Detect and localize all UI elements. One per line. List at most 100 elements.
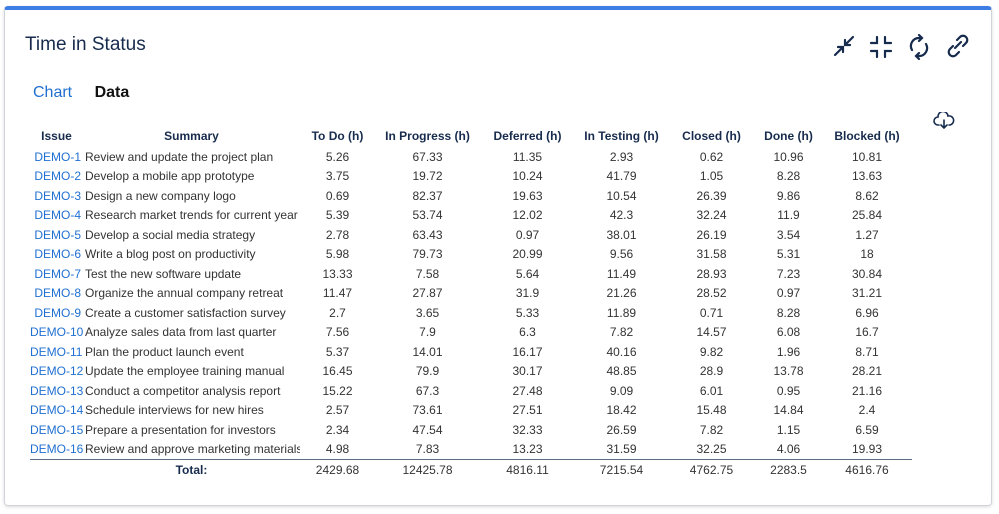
summary-cell: Conduct a competitor analysis report [85,383,281,398]
value-cell: 32.33 [512,422,543,437]
issue-link[interactable]: DEMO-16 [30,442,83,457]
value-cell: 8.28 [776,305,801,320]
value-cell: 79.9 [415,364,440,379]
issue-link[interactable]: DEMO-15 [30,422,83,437]
issue-link[interactable]: DEMO-11 [30,344,83,359]
value-cell: 4.06 [776,442,801,457]
issue-link[interactable]: DEMO-5 [34,227,81,242]
column-header: To Do (h) [311,129,364,143]
table-row: DEMO-5 Develop a social media strategy 2.7… [30,225,912,245]
value-cell: 0.97 [515,227,540,242]
value-cell: 13.33 [322,266,353,281]
table-row: DEMO-2 Develop a mobile app prototype 3.75… [30,167,912,187]
issue-link[interactable]: DEMO-13 [30,383,83,398]
value-cell: 7.9 [419,325,436,340]
value-cell: 27.48 [512,383,543,398]
value-cell: 6.08 [776,325,801,340]
issue-link[interactable]: DEMO-6 [34,247,81,262]
issue-link[interactable]: DEMO-9 [34,305,81,320]
value-cell: 26.39 [696,188,727,203]
table-row: DEMO-6 Write a blog post on productivity 5… [30,245,912,265]
table-row: DEMO-15 Prepare a presentation for invest… [30,420,912,440]
value-cell: 27.87 [412,286,443,301]
value-cell: 9.56 [609,247,634,262]
column-header: In Progress (h) [385,129,470,143]
issue-link[interactable]: DEMO-7 [34,266,81,281]
value-cell: 19.63 [512,188,543,203]
summary-cell: Schedule interviews for new hires [85,403,264,418]
total-value: 2283.5 [755,459,822,480]
issue-link[interactable]: DEMO-1 [34,149,81,164]
tab[interactable]: Data [94,84,130,101]
value-cell: 0.97 [776,286,801,301]
tabs: Chart Data [33,84,147,102]
value-cell: 0.69 [325,188,350,203]
value-cell: 31.21 [851,286,883,301]
summary-cell: Develop a mobile app prototype [85,169,255,184]
table-row: DEMO-10 Analyze sales data from last quar… [30,323,912,343]
value-cell: 3.75 [325,169,350,184]
value-cell: 14.01 [412,344,443,359]
summary-cell: Organize the annual company retreat [85,286,284,301]
collapse-icon[interactable] [833,35,855,57]
value-cell: 8.71 [855,344,879,359]
value-cell: 1.15 [776,422,801,437]
total-row: Total: 2429.68 12425.78 4816.11 7215.54 4762.… [30,459,912,480]
toolbar [833,34,969,60]
total-label: Total: [83,459,300,480]
table-row: DEMO-9 Create a customer satisfaction sur… [30,303,912,323]
total-value: 4616.76 [822,459,912,480]
value-cell: 16.7 [855,325,879,340]
value-cell: 82.37 [412,188,443,203]
summary-cell: Write a blog post on productivity [85,247,256,262]
refresh-icon[interactable] [909,34,929,60]
issue-link[interactable]: DEMO-8 [34,286,81,301]
issue-link[interactable]: DEMO-12 [30,364,83,379]
value-cell: 16.17 [512,344,543,359]
value-cell: 13.63 [851,169,883,184]
table-row: DEMO-16 Review and approve marketing mate… [30,440,912,460]
column-header: Summary [164,129,219,143]
value-cell: 31.9 [515,286,540,301]
table-row: DEMO-8 Organize the annual company retrea… [30,284,912,304]
issue-link[interactable]: DEMO-14 [30,403,83,418]
tab[interactable]: Chart [33,84,73,101]
value-cell: 8.28 [776,169,801,184]
value-cell: 3.65 [415,305,440,320]
value-cell: 13.23 [512,442,543,457]
table-row: DEMO-4 Research market trends for current… [30,206,912,226]
value-cell: 0.95 [776,383,801,398]
value-cell: 10.96 [773,149,804,164]
value-cell: 38.01 [606,227,637,242]
summary-cell: Review and update the project plan [85,149,274,164]
download-icon[interactable] [933,112,955,130]
value-cell: 5.98 [325,247,350,262]
issue-link[interactable]: DEMO-3 [34,188,81,203]
issue-link[interactable]: DEMO-4 [34,208,81,223]
value-cell: 9.09 [609,383,634,398]
value-cell: 5.39 [325,208,350,223]
summary-cell: Research market trends for current year [85,208,298,223]
link-icon[interactable] [947,34,969,58]
table-row: DEMO-14 Schedule interviews for new hires… [30,401,912,421]
summary-cell: Analyze sales data from last quarter [85,325,277,340]
value-cell: 26.59 [606,422,637,437]
column-header: Done (h) [764,129,813,143]
value-cell: 6.3 [519,325,536,340]
column-header: Blocked (h) [834,129,900,143]
card: Time in Status Chart Data Issue Summary To… [4,6,992,506]
value-cell: 67.33 [412,149,443,164]
value-cell: 11.9 [777,208,800,223]
value-cell: 10.54 [606,188,637,203]
value-cell: 21.26 [606,286,637,301]
issue-link[interactable]: DEMO-10 [30,325,83,340]
value-cell: 15.22 [322,383,353,398]
value-cell: 30.17 [512,364,543,379]
issue-link[interactable]: DEMO-2 [34,169,81,184]
table-row: DEMO-12 Update the employee training manu… [30,362,912,382]
value-cell: 6.01 [699,383,724,398]
column-header: Deferred (h) [493,129,562,143]
value-cell: 9.82 [699,344,724,359]
value-cell: 20.99 [512,247,543,262]
shrink-icon[interactable] [869,35,893,59]
